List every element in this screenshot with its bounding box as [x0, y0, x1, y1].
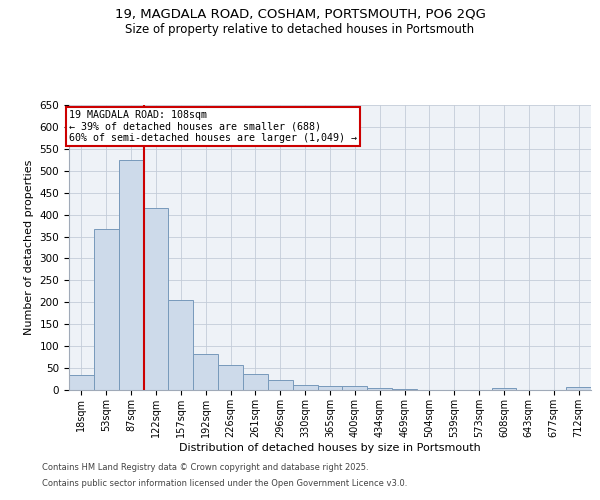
Bar [566, 388, 591, 390]
Text: 19, MAGDALA ROAD, COSHAM, PORTSMOUTH, PO6 2QG: 19, MAGDALA ROAD, COSHAM, PORTSMOUTH, PO… [115, 8, 485, 20]
Bar [367, 388, 392, 390]
Bar [293, 384, 317, 390]
Bar [193, 354, 218, 390]
Bar [343, 386, 367, 390]
Y-axis label: Number of detached properties: Number of detached properties [24, 160, 34, 335]
Bar [218, 365, 243, 390]
Bar [143, 208, 169, 390]
Bar [243, 374, 268, 390]
Bar [69, 374, 94, 390]
Bar [119, 160, 143, 390]
Text: Contains HM Land Registry data © Crown copyright and database right 2025.: Contains HM Land Registry data © Crown c… [42, 464, 368, 472]
Bar [317, 386, 343, 390]
Bar [392, 389, 417, 390]
Text: 19 MAGDALA ROAD: 108sqm
← 39% of detached houses are smaller (688)
60% of semi-d: 19 MAGDALA ROAD: 108sqm ← 39% of detache… [69, 110, 357, 144]
X-axis label: Distribution of detached houses by size in Portsmouth: Distribution of detached houses by size … [179, 442, 481, 452]
Bar [94, 228, 119, 390]
Bar [169, 300, 193, 390]
Text: Size of property relative to detached houses in Portsmouth: Size of property relative to detached ho… [125, 22, 475, 36]
Text: Contains public sector information licensed under the Open Government Licence v3: Contains public sector information licen… [42, 478, 407, 488]
Bar [268, 380, 293, 390]
Bar [491, 388, 517, 390]
